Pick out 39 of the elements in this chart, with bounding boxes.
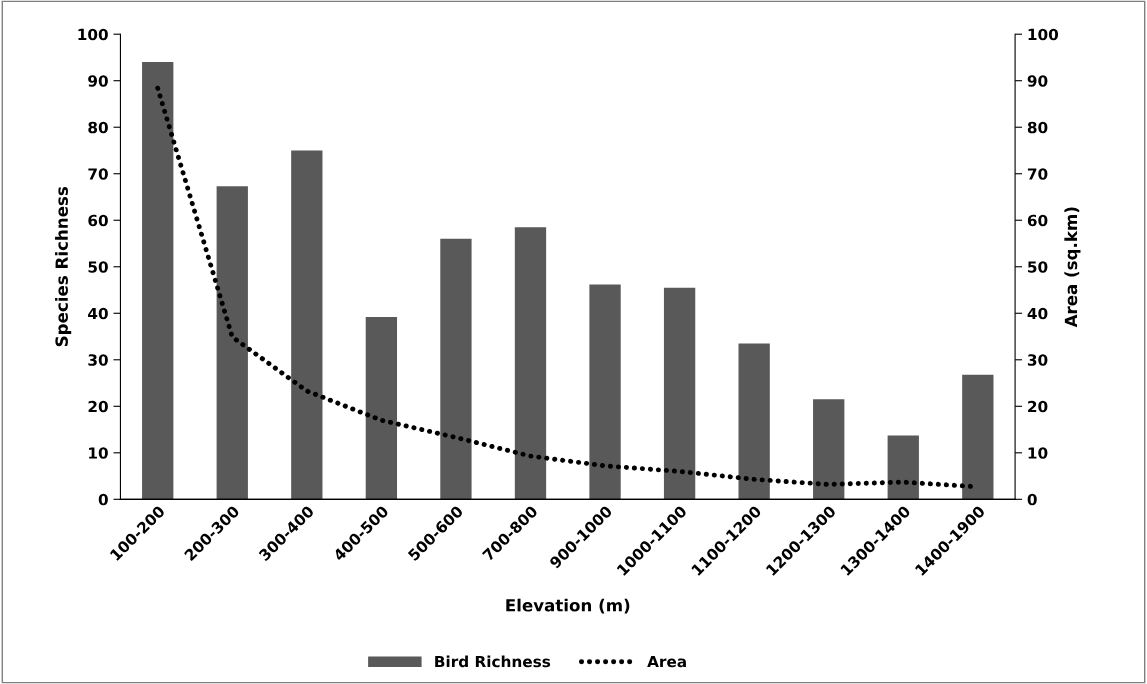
y2-tick-label: 70 (1027, 168, 1048, 180)
legend-label: Bird Richness (435, 655, 551, 668)
y2-tick-label: 10 (1028, 447, 1048, 459)
bar (142, 62, 174, 500)
y2-tick-label: 20 (1028, 400, 1048, 413)
bar (216, 186, 248, 500)
y-tick-label: 30 (88, 354, 108, 366)
y-tick-label: 70 (88, 168, 108, 180)
y2-tick-label: 100 (1028, 28, 1059, 41)
x-axis-title: Elevation (m) (506, 598, 630, 614)
bar (887, 435, 919, 500)
bar (738, 343, 770, 500)
y-tick-label: 60 (88, 214, 108, 227)
y2-tick-label: 90 (1027, 75, 1048, 87)
y-tick-label: 90 (88, 75, 108, 87)
bar (365, 316, 398, 500)
y-tick-label: 50 (88, 261, 108, 273)
y2-axis-title: Area (sq.km) (1064, 207, 1081, 328)
y-tick-label: 20 (88, 400, 108, 413)
bar (813, 399, 845, 500)
bar (962, 374, 994, 500)
y-tick-label: 80 (88, 121, 108, 134)
y-tick-label: 100 (78, 28, 108, 41)
y-axis-title: Species Richness (55, 186, 72, 347)
y-tick-label: 10 (89, 447, 108, 459)
bar (291, 150, 323, 500)
bar (514, 227, 547, 500)
y2-tick-label: 60 (1027, 214, 1048, 227)
legend-label: Area (647, 655, 686, 668)
bar (589, 284, 621, 500)
y2-tick-label: 0 (1027, 493, 1037, 506)
y-tick-label: 0 (98, 493, 108, 506)
bar (663, 287, 696, 500)
y2-tick-label: 30 (1027, 354, 1048, 366)
y2-tick-label: 80 (1027, 121, 1048, 134)
y2-tick-label: 40 (1027, 307, 1048, 320)
bar (440, 238, 472, 500)
y2-tick-label: 50 (1028, 261, 1048, 273)
y-tick-label: 40 (88, 307, 108, 320)
